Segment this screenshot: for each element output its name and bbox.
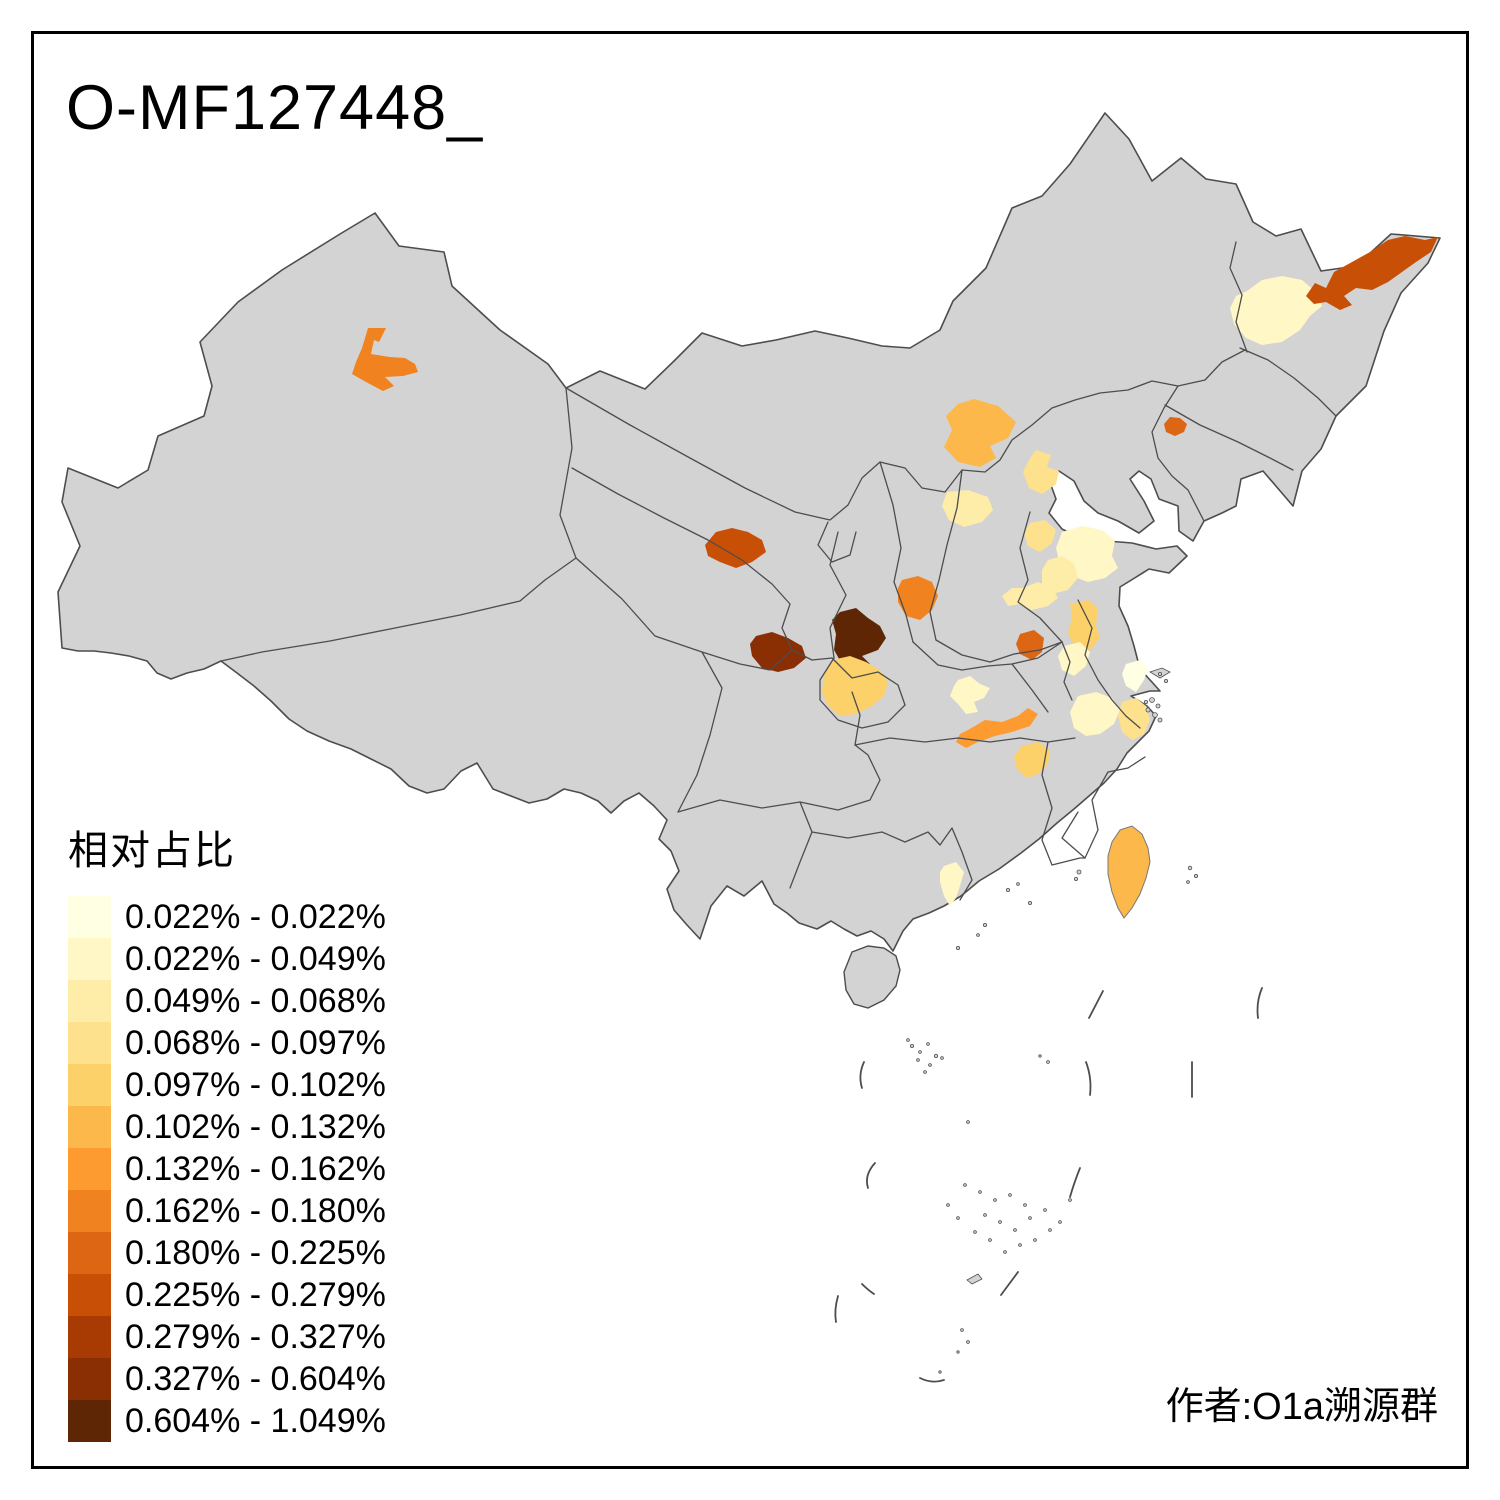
choropleth-highlights	[352, 236, 1438, 919]
legend-label: 0.068% - 0.097%	[125, 1023, 386, 1062]
highlight-hunan-north	[956, 708, 1038, 748]
legend-swatch	[68, 1316, 111, 1358]
highlight-heilongjiang-northeast	[1306, 236, 1438, 310]
legend-label: 0.102% - 0.132%	[125, 1107, 386, 1146]
legend-label: 0.279% - 0.327%	[125, 1317, 386, 1356]
legend-row: 0.279% - 0.327%	[68, 1316, 386, 1358]
highlight-shandong-south	[1042, 556, 1078, 594]
legend-swatch	[68, 1148, 111, 1190]
island-specks	[906, 667, 1199, 1374]
legend-row: 0.327% - 0.604%	[68, 1358, 386, 1400]
highlight-gansu-south	[750, 632, 806, 672]
legend-label: 0.225% - 0.279%	[125, 1275, 386, 1314]
legend-row: 0.022% - 0.022%	[68, 896, 386, 938]
legend-row: 0.022% - 0.049%	[68, 938, 386, 980]
legend-swatch	[68, 1400, 111, 1442]
legend-rows: 0.022% - 0.022% 0.022% - 0.049% 0.049% -…	[68, 896, 386, 1442]
nine-dash-line-segments	[834, 987, 1263, 1383]
legend-label: 0.327% - 0.604%	[125, 1359, 386, 1398]
legend-row: 0.180% - 0.225%	[68, 1232, 386, 1274]
legend-swatch	[68, 1064, 111, 1106]
legend-swatch	[68, 1358, 111, 1400]
legend-title: 相对占比	[68, 829, 236, 873]
highlight-shanxi-south	[898, 576, 938, 620]
legend-swatch	[68, 938, 111, 980]
page-title: O-MF127448_	[66, 73, 484, 143]
highlight-heilongjiang-west	[1230, 276, 1322, 345]
legend-swatch	[68, 896, 111, 938]
highlight-shaanxi-south	[832, 608, 886, 670]
legend-swatch	[68, 1232, 111, 1274]
legend-swatch	[68, 1106, 111, 1148]
legend-row: 0.102% - 0.132%	[68, 1106, 386, 1148]
legend-label: 0.049% - 0.068%	[125, 981, 386, 1020]
highlight-beijing	[1023, 450, 1059, 494]
highlight-inner-mongolia	[944, 399, 1016, 467]
highlight-shandong-southwest	[1002, 582, 1058, 610]
legend-row: 0.225% - 0.279%	[68, 1274, 386, 1316]
highlight-jiangsu-coast	[1122, 660, 1148, 692]
legend-row: 0.604% - 1.049%	[68, 1400, 386, 1442]
legend-label: 0.604% - 1.049%	[125, 1401, 386, 1440]
highlight-gansu-central	[705, 528, 766, 568]
province-boundaries	[220, 241, 1337, 901]
legend-swatch	[68, 980, 111, 1022]
legend-row: 0.132% - 0.162%	[68, 1148, 386, 1190]
legend-label: 0.022% - 0.022%	[125, 897, 386, 936]
highlight-hunan-central	[1014, 742, 1050, 778]
highlight-xinjiang	[352, 328, 418, 391]
legend-row: 0.049% - 0.068%	[68, 980, 386, 1022]
legend-row: 0.068% - 0.097%	[68, 1022, 386, 1064]
legend: 相对占比 0.022% - 0.022% 0.022% - 0.049% 0.0…	[68, 818, 386, 1442]
hainan-island-shape	[843, 945, 901, 1009]
highlight-liaoning	[1164, 417, 1187, 436]
legend-label: 0.022% - 0.049%	[125, 939, 386, 978]
legend-swatch	[68, 1190, 111, 1232]
highlight-zhejiang-northeast	[1118, 698, 1150, 740]
highlight-anhui-south	[1070, 692, 1120, 736]
legend-swatch	[68, 1274, 111, 1316]
highlight-jiangsu	[1068, 600, 1100, 650]
mainland-china-shape	[57, 112, 1441, 952]
highlight-shandong-northwest	[1024, 520, 1056, 552]
highlight-hubei-central	[950, 676, 990, 714]
highlight-taiwan	[1107, 825, 1151, 919]
highlight-sichuan-northeast	[822, 656, 888, 716]
legend-row: 0.162% - 0.180%	[68, 1190, 386, 1232]
highlight-guangdong-west	[940, 862, 964, 906]
legend-label: 0.097% - 0.102%	[125, 1065, 386, 1104]
legend-row: 0.097% - 0.102%	[68, 1064, 386, 1106]
legend-label: 0.132% - 0.162%	[125, 1149, 386, 1188]
legend-label: 0.162% - 0.180%	[125, 1191, 386, 1230]
spratly-islet	[966, 1273, 983, 1285]
legend-label: 0.180% - 0.225%	[125, 1233, 386, 1272]
legend-swatch	[68, 1022, 111, 1064]
attribution: 作者:O1a溯源群	[1165, 1386, 1438, 1428]
